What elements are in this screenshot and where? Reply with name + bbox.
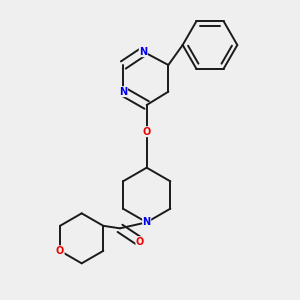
Text: O: O — [142, 127, 151, 137]
Text: O: O — [136, 237, 144, 247]
Text: N: N — [119, 87, 128, 97]
Text: O: O — [56, 246, 64, 256]
Text: N: N — [139, 47, 147, 57]
Text: N: N — [142, 217, 151, 227]
